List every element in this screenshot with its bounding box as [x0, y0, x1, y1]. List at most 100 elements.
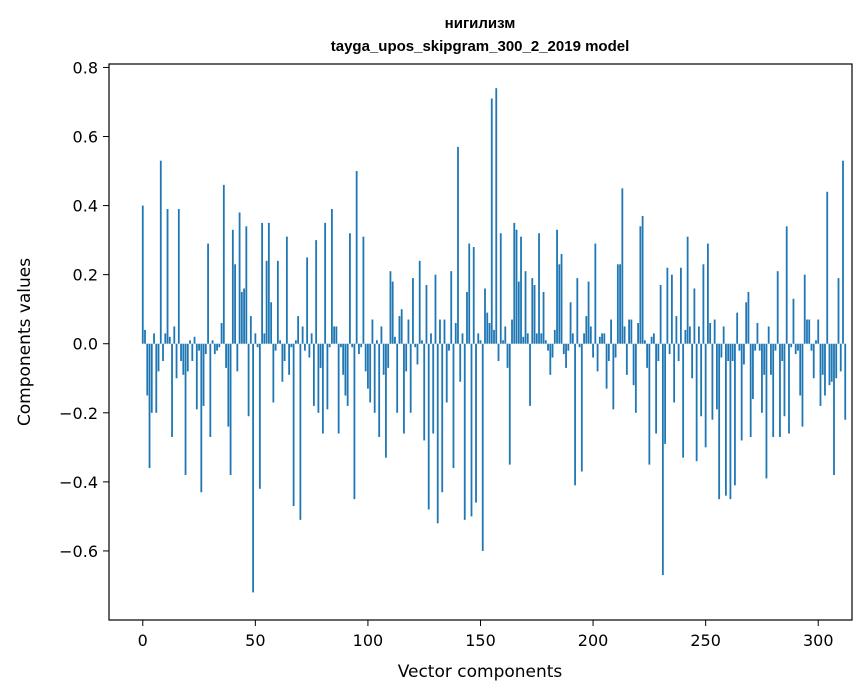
- bar-96: [358, 343, 360, 355]
- bar-251: [707, 243, 709, 344]
- bar-178: [542, 291, 545, 344]
- bar-198: [587, 281, 590, 344]
- bar-139: [454, 323, 457, 344]
- bar-189: [567, 343, 570, 351]
- bar-164: [511, 319, 513, 344]
- bar-229: [657, 343, 660, 361]
- bar-312: [844, 343, 847, 420]
- bar-257: [720, 343, 723, 358]
- bar-166: [515, 229, 518, 344]
- bar-78: [317, 343, 320, 413]
- bar-155: [490, 98, 493, 344]
- bar-255: [716, 343, 718, 410]
- bar-53: [261, 222, 263, 344]
- bar-170: [524, 271, 527, 344]
- bar-81: [324, 222, 327, 344]
- bar-311: [842, 160, 844, 344]
- bar-146: [470, 343, 473, 517]
- chart-subtitle: tayga_upos_skipgram_300_2_2019 model: [331, 38, 630, 55]
- bar-266: [740, 343, 743, 441]
- x-tick-label: 150: [465, 631, 496, 650]
- bar-176: [538, 233, 540, 344]
- bar-86: [335, 326, 338, 344]
- bar-70: [299, 343, 302, 520]
- bar-191: [571, 333, 574, 344]
- bar-33: [216, 343, 218, 351]
- bar-41: [234, 264, 236, 344]
- bar-156: [493, 329, 495, 344]
- bar-111: [391, 281, 394, 344]
- x-axis-ticks: 0 50 100 150 200 250 300: [138, 620, 834, 650]
- bar-242: [686, 236, 689, 344]
- bar-154: [488, 323, 491, 344]
- bar-210: [614, 343, 617, 358]
- bar-24: [195, 343, 198, 410]
- bar-67: [292, 343, 295, 507]
- bar-283: [779, 343, 781, 437]
- bar-3: [148, 343, 151, 469]
- bar-278: [767, 326, 770, 344]
- bar-245: [693, 288, 696, 344]
- x-tick-label: 100: [353, 631, 384, 650]
- y-tick-label: 0.4: [73, 197, 98, 216]
- bar-144: [466, 291, 468, 344]
- bar-97: [360, 343, 363, 348]
- bar-64: [285, 236, 288, 344]
- bar-179: [544, 340, 547, 344]
- bar-120: [412, 278, 414, 344]
- x-tick-label: 300: [803, 631, 834, 650]
- bar-115: [400, 309, 403, 344]
- bar-279: [770, 343, 772, 375]
- bar-216: [628, 319, 630, 344]
- bar-8: [159, 160, 162, 344]
- bar-82: [326, 343, 329, 410]
- bar-122: [416, 343, 419, 365]
- bar-281: [774, 343, 777, 351]
- bar-236: [673, 343, 676, 403]
- bar-47: [247, 343, 250, 417]
- bar-204: [601, 333, 603, 344]
- bar-194: [578, 343, 581, 348]
- y-tick-label: 0.0: [73, 335, 98, 354]
- bar-135: [445, 343, 448, 403]
- bar-7: [157, 343, 160, 372]
- bar-35: [220, 323, 223, 344]
- bar-290: [794, 343, 797, 355]
- x-tick-label: 0: [138, 631, 148, 650]
- bar-59: [274, 343, 277, 351]
- bar-55: [265, 260, 268, 344]
- bar-190: [569, 302, 572, 344]
- bar-162: [506, 343, 509, 368]
- bar-28: [204, 343, 207, 355]
- bar-258: [722, 326, 725, 344]
- bar-171: [526, 333, 529, 344]
- bar-102: [371, 319, 374, 344]
- bar-213: [621, 188, 624, 344]
- bar-44: [240, 291, 243, 344]
- bar-27: [202, 343, 205, 406]
- bar-131: [436, 343, 439, 524]
- bar-240: [682, 343, 685, 458]
- bar-238: [677, 343, 680, 361]
- bar-32: [213, 343, 216, 355]
- bar-234: [668, 343, 671, 355]
- bar-104: [376, 340, 378, 344]
- bar-230: [659, 285, 662, 344]
- bar-209: [612, 343, 615, 410]
- bar-181: [549, 343, 552, 375]
- bar-282: [776, 271, 779, 344]
- bar-220: [637, 323, 640, 344]
- bar-87: [337, 343, 340, 434]
- bar-49: [252, 343, 254, 593]
- bar-177: [540, 333, 543, 344]
- bar-192: [574, 343, 576, 486]
- bar-161: [504, 326, 507, 344]
- bar-127: [427, 343, 430, 510]
- bar-19: [184, 343, 187, 475]
- bar-58: [272, 343, 275, 403]
- bar-274: [758, 343, 761, 351]
- bar-195: [580, 343, 583, 472]
- plot-frame: [108, 63, 853, 621]
- bar-211: [616, 264, 619, 344]
- bar-293: [801, 343, 804, 427]
